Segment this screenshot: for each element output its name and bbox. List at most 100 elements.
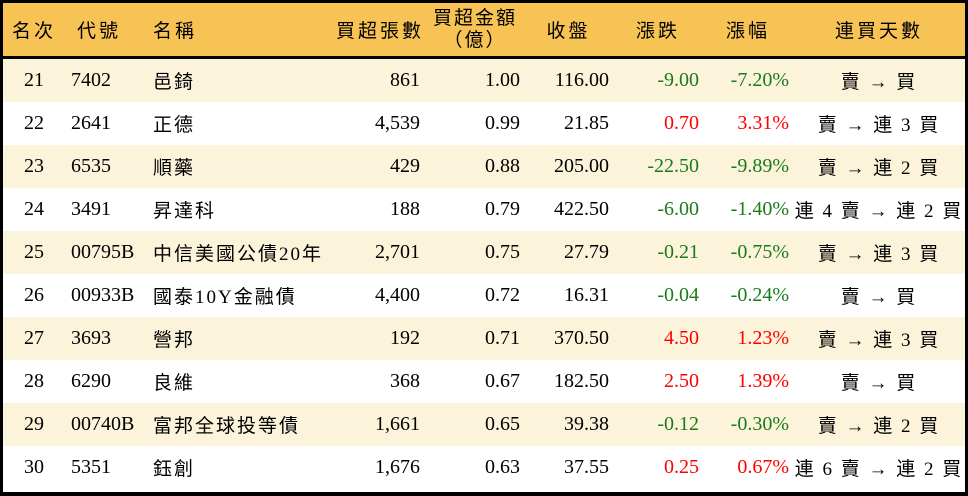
change-cell: 0.70 [664, 112, 699, 134]
volume-cell: 4,539 [375, 112, 420, 134]
code-cell: 3693 [71, 327, 111, 349]
rank-cell: 22 [24, 112, 44, 134]
streak-cell: 連 4 賣 → 連 2 買 [794, 201, 964, 222]
name-cell: 順藥 [153, 158, 196, 179]
table-row: 29 00740B 富邦全球投等債 1,661 0.65 39.38 -0.12 -0.30%… [3, 403, 965, 446]
rank-cell: 29 [24, 413, 44, 435]
code-cell: 6535 [71, 155, 111, 177]
table-row: 23 6535 順藥 429 0.88 205.00 -22.50 -9.89% 賣 → 連 2… [3, 145, 965, 188]
change-pct-cell: -7.20% [730, 69, 789, 91]
rank-cell: 27 [24, 327, 44, 349]
table-row: 22 2641 正德 4,539 0.99 21.85 0.70 3.31% 賣 → 連 3 買 [3, 102, 965, 145]
volume-cell: 368 [390, 370, 420, 392]
amount-cell: 0.71 [485, 327, 520, 349]
rank-cell: 30 [24, 456, 44, 478]
change-pct-cell: -0.75% [730, 241, 789, 263]
name-cell: 富邦全球投等債 [153, 416, 301, 437]
close-cell: 39.38 [564, 413, 609, 435]
volume-cell: 1,676 [375, 456, 420, 478]
volume-cell: 1,661 [375, 413, 420, 435]
amount-cell: 1.00 [485, 69, 520, 91]
change-pct-cell: 1.23% [737, 327, 789, 349]
amount-cell: 0.88 [485, 155, 520, 177]
header-amount: 買超金額 （億） [426, 8, 524, 52]
change-pct-cell: 0.67% [737, 456, 789, 478]
code-cell: 3491 [71, 198, 111, 220]
change-cell: 0.25 [664, 456, 699, 478]
header-amount-line2: （億） [443, 29, 507, 51]
rank-cell: 23 [24, 155, 44, 177]
volume-cell: 429 [390, 155, 420, 177]
header-code: 代號 [77, 21, 122, 42]
name-cell: 正德 [153, 115, 196, 136]
close-cell: 116.00 [554, 69, 609, 91]
name-cell: 昇達科 [153, 201, 217, 222]
change-cell: -6.00 [657, 198, 699, 220]
change-pct-cell: -1.40% [730, 198, 789, 220]
table-row: 30 5351 鈺創 1,676 0.63 37.55 0.25 0.67% 連 6 賣 → 連… [3, 446, 965, 489]
amount-cell: 0.63 [485, 456, 520, 478]
change-pct-cell: -9.89% [730, 155, 789, 177]
code-cell: 5351 [71, 456, 111, 478]
table-row: 26 00933B 國泰10Y金融債 4,400 0.72 16.31 -0.04 -0.24… [3, 274, 965, 317]
header-change: 漲跌 [635, 21, 680, 42]
rank-cell: 24 [24, 198, 44, 220]
table-header-row: 名次 代號 名稱 買超張數 買超金額 （億） 收盤 漲跌 漲幅 連買天數 [3, 3, 965, 59]
close-cell: 422.50 [554, 198, 609, 220]
table-row: 24 3491 昇達科 188 0.79 422.50 -6.00 -1.40% 連 4 賣 →… [3, 188, 965, 231]
change-pct-cell: -0.30% [730, 413, 789, 435]
volume-cell: 188 [390, 198, 420, 220]
close-cell: 370.50 [554, 327, 609, 349]
streak-cell: 賣 → 連 3 買 [817, 115, 941, 136]
code-cell: 6290 [71, 370, 111, 392]
name-cell: 鈺創 [153, 459, 196, 480]
table-row: 27 3693 營邦 192 0.71 370.50 4.50 1.23% 賣 → 連 3 買 [3, 317, 965, 360]
rank-cell: 21 [24, 69, 44, 91]
header-name: 名稱 [153, 21, 198, 42]
streak-cell: 賣 → 買 [840, 373, 918, 394]
close-cell: 205.00 [554, 155, 609, 177]
table-row: 25 00795B 中信美國公債20年 2,701 0.75 27.79 -0.21 -0.7… [3, 231, 965, 274]
header-volume: 買超張數 [335, 21, 424, 42]
streak-cell: 賣 → 連 2 買 [817, 158, 941, 179]
table-row: 28 6290 良維 368 0.67 182.50 2.50 1.39% 賣 → 買 [3, 360, 965, 403]
code-cell: 2641 [71, 112, 111, 134]
streak-cell: 連 6 賣 → 連 2 買 [794, 459, 964, 480]
name-cell: 營邦 [153, 330, 196, 351]
volume-cell: 2,701 [375, 241, 420, 263]
streak-cell: 賣 → 買 [840, 287, 918, 308]
change-pct-cell: -0.24% [730, 284, 789, 306]
change-cell: -0.12 [657, 413, 699, 435]
change-pct-cell: 1.39% [737, 370, 789, 392]
change-cell: -9.00 [657, 69, 699, 91]
header-rank: 名次 [11, 21, 56, 42]
volume-cell: 4,400 [375, 284, 420, 306]
header-change-pct: 漲幅 [725, 21, 770, 42]
name-cell: 中信美國公債20年 [153, 244, 324, 265]
amount-cell: 0.99 [485, 112, 520, 134]
table-row: 21 7402 邑錡 861 1.00 116.00 -9.00 -7.20% 賣 → 買 [3, 59, 965, 102]
amount-cell: 0.75 [485, 241, 520, 263]
code-cell: 00933B [71, 284, 135, 306]
rank-cell: 28 [24, 370, 44, 392]
code-cell: 00740B [71, 413, 135, 435]
close-cell: 182.50 [554, 370, 609, 392]
code-cell: 7402 [71, 69, 111, 91]
header-streak: 連買天數 [834, 21, 923, 42]
volume-cell: 192 [390, 327, 420, 349]
close-cell: 16.31 [564, 284, 609, 306]
change-cell: -0.04 [657, 284, 699, 306]
streak-cell: 賣 → 連 2 買 [817, 416, 941, 437]
amount-cell: 0.72 [485, 284, 520, 306]
code-cell: 00795B [71, 241, 135, 263]
close-cell: 37.55 [564, 456, 609, 478]
change-cell: 2.50 [664, 370, 699, 392]
rank-cell: 26 [24, 284, 44, 306]
streak-cell: 賣 → 連 3 買 [817, 244, 941, 265]
close-cell: 27.79 [564, 241, 609, 263]
close-cell: 21.85 [564, 112, 609, 134]
amount-cell: 0.79 [485, 198, 520, 220]
rank-cell: 25 [24, 241, 44, 263]
header-amount-line1: 買超金額 [432, 7, 517, 29]
